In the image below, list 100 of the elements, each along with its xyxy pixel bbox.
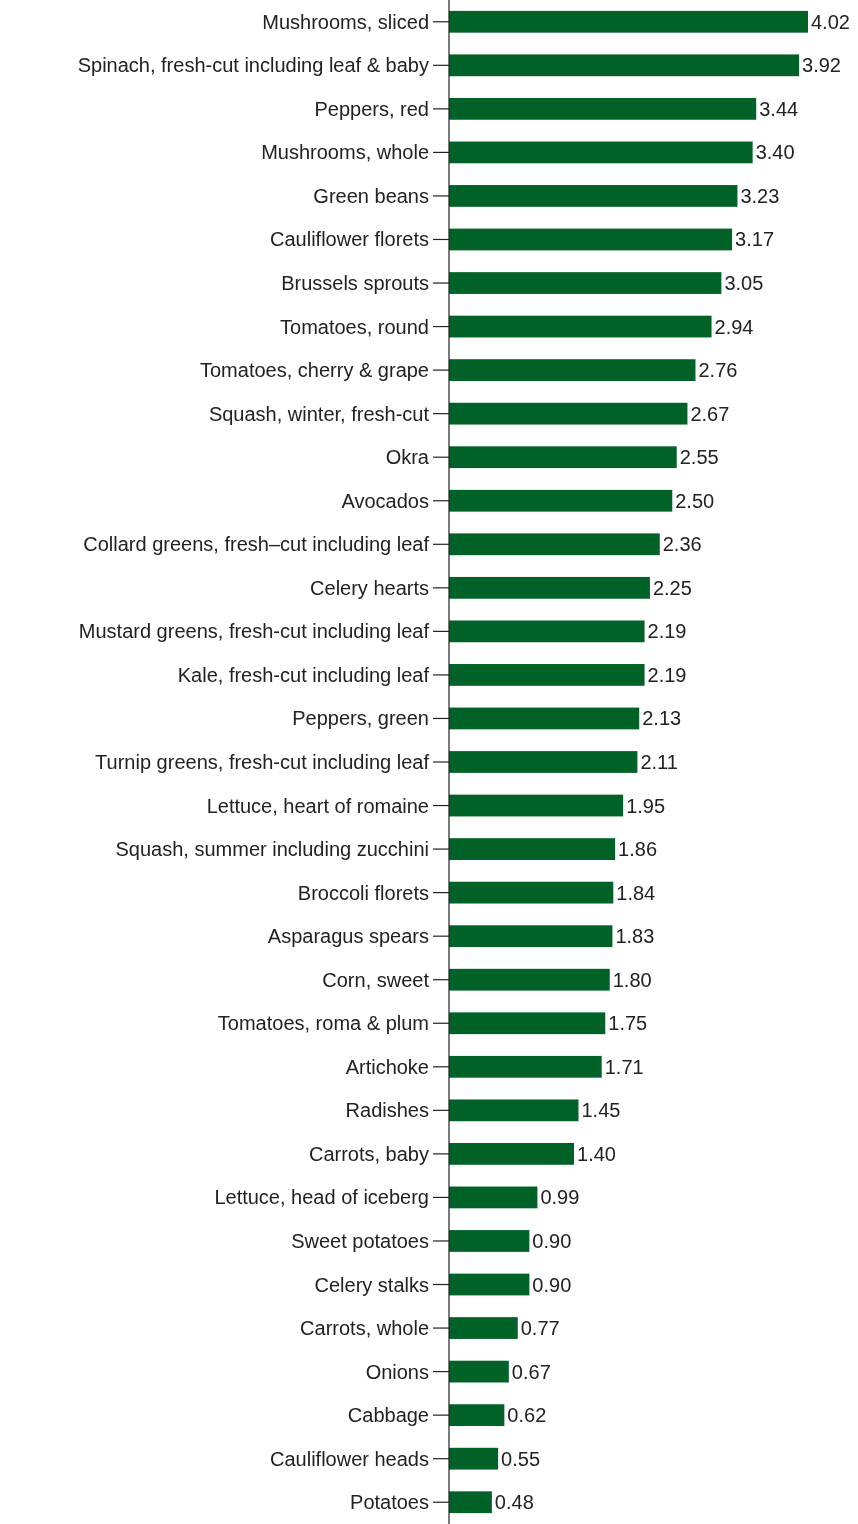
y-tick-label: Broccoli florets bbox=[297, 881, 429, 904]
bar bbox=[449, 751, 638, 773]
y-tick-label: Turnip greens, fresh-cut including leaf bbox=[95, 751, 430, 773]
y-tick-label: Celery stalks bbox=[314, 1273, 429, 1296]
bar bbox=[449, 1055, 602, 1078]
data-label: 1.95 bbox=[626, 794, 666, 817]
data-label: 2.19 bbox=[647, 663, 687, 686]
y-tick-label: Collard greens, fresh–cut including leaf bbox=[83, 533, 430, 556]
bar bbox=[449, 1012, 606, 1035]
data-label: 3.40 bbox=[755, 141, 795, 164]
data-label: 2.67 bbox=[690, 402, 730, 425]
bar bbox=[449, 925, 613, 948]
bar bbox=[449, 1143, 575, 1165]
data-label: 4.02 bbox=[811, 10, 850, 33]
y-tick-label: Radishes bbox=[345, 1099, 429, 1122]
y-tick-label: Avocados bbox=[341, 489, 429, 512]
y-tick-label: Lettuce, head of iceberg bbox=[214, 1186, 429, 1209]
data-label: 0.90 bbox=[532, 1229, 572, 1252]
bar bbox=[449, 1230, 530, 1252]
data-label: 1.84 bbox=[616, 881, 656, 904]
y-tick-label: Brussels sprouts bbox=[281, 272, 429, 295]
bar bbox=[449, 228, 733, 251]
bar bbox=[449, 489, 673, 512]
y-tick-label: Cauliflower florets bbox=[270, 228, 429, 251]
bar bbox=[449, 1491, 492, 1514]
bar bbox=[449, 359, 696, 381]
data-label: 0.67 bbox=[511, 1360, 551, 1383]
bar bbox=[449, 97, 757, 120]
y-tick-label: Onions bbox=[365, 1360, 429, 1383]
y-tick-label: Tomatoes, round bbox=[280, 315, 429, 338]
y-tick-label: Spinach, fresh-cut including leaf & baby bbox=[77, 54, 429, 77]
y-tick-label: Potatoes bbox=[350, 1491, 429, 1514]
y-tick-label: Tomatoes, cherry & grape bbox=[200, 359, 429, 382]
data-label: 0.62 bbox=[507, 1404, 547, 1427]
y-tick-label: Okra bbox=[385, 446, 430, 469]
data-label: 2.13 bbox=[642, 707, 682, 730]
data-label: 2.25 bbox=[652, 576, 692, 599]
bar bbox=[449, 881, 614, 904]
bar bbox=[449, 533, 660, 556]
data-label: 2.76 bbox=[698, 359, 738, 382]
bar bbox=[449, 1099, 579, 1122]
bar bbox=[449, 620, 645, 643]
y-tick-label: Celery hearts bbox=[310, 576, 429, 599]
data-label: 0.77 bbox=[520, 1317, 560, 1340]
y-tick-label: Mushrooms, whole bbox=[261, 141, 429, 164]
y-tick-label: Corn, sweet bbox=[322, 968, 430, 991]
y-tick-label: Squash, summer including zucchini bbox=[115, 838, 429, 861]
y-tick-label: Carrots, whole bbox=[300, 1317, 429, 1340]
data-label: 2.36 bbox=[662, 533, 702, 556]
y-tick-label: Mustard greens, fresh-cut including leaf bbox=[78, 620, 430, 643]
bar bbox=[449, 1360, 509, 1383]
bar bbox=[449, 838, 616, 860]
bar bbox=[449, 54, 800, 77]
data-label: 2.55 bbox=[679, 446, 719, 469]
bar bbox=[449, 1447, 499, 1470]
y-tick-label: Peppers, green bbox=[292, 707, 429, 730]
data-label: 2.50 bbox=[675, 489, 715, 512]
data-label: 3.44 bbox=[759, 97, 799, 120]
bar bbox=[449, 664, 645, 686]
data-label: 2.19 bbox=[647, 620, 687, 643]
bar bbox=[449, 1317, 518, 1339]
bar bbox=[449, 707, 640, 730]
bar bbox=[449, 402, 688, 425]
data-label: 0.90 bbox=[532, 1273, 572, 1296]
data-label: 3.17 bbox=[735, 228, 775, 251]
y-tick-label: Lettuce, heart of romaine bbox=[206, 794, 429, 817]
bar bbox=[449, 1273, 530, 1296]
y-tick-label: Cauliflower heads bbox=[270, 1447, 429, 1470]
data-label: 1.45 bbox=[581, 1099, 621, 1122]
data-label: 2.11 bbox=[640, 751, 678, 773]
y-tick-label: Mushrooms, sliced bbox=[262, 10, 429, 33]
y-tick-label: Peppers, red bbox=[314, 97, 429, 120]
data-label: 0.55 bbox=[501, 1447, 541, 1470]
bar bbox=[449, 968, 610, 991]
y-tick-label: Tomatoes, roma & plum bbox=[217, 1012, 429, 1035]
y-tick-label: Kale, fresh-cut including leaf bbox=[177, 663, 430, 686]
data-label: 0.48 bbox=[494, 1491, 534, 1514]
data-label: 1.40 bbox=[577, 1142, 616, 1165]
data-label: 1.83 bbox=[615, 925, 655, 948]
data-label: 1.80 bbox=[612, 968, 652, 991]
bar bbox=[449, 1186, 538, 1209]
data-label: 3.23 bbox=[740, 184, 780, 207]
data-label: 1.71 bbox=[604, 1055, 644, 1078]
y-tick-label: Asparagus spears bbox=[267, 925, 429, 948]
bar bbox=[449, 315, 712, 338]
y-tick-label: Artichoke bbox=[345, 1055, 429, 1078]
y-tick-label: Green beans bbox=[313, 184, 429, 207]
data-label: 3.05 bbox=[724, 272, 764, 295]
bar bbox=[449, 446, 677, 469]
data-label: 2.94 bbox=[714, 315, 754, 338]
bar bbox=[449, 141, 753, 164]
y-tick-label: Sweet potatoes bbox=[291, 1229, 429, 1252]
data-label: 3.92 bbox=[802, 54, 842, 77]
bar bbox=[449, 272, 722, 294]
bar bbox=[449, 1404, 505, 1427]
y-tick-label: Cabbage bbox=[347, 1404, 429, 1427]
bar bbox=[449, 10, 808, 33]
data-label: 1.75 bbox=[608, 1012, 648, 1035]
y-tick-label: Carrots, baby bbox=[308, 1142, 429, 1165]
data-label: 1.86 bbox=[618, 838, 658, 861]
